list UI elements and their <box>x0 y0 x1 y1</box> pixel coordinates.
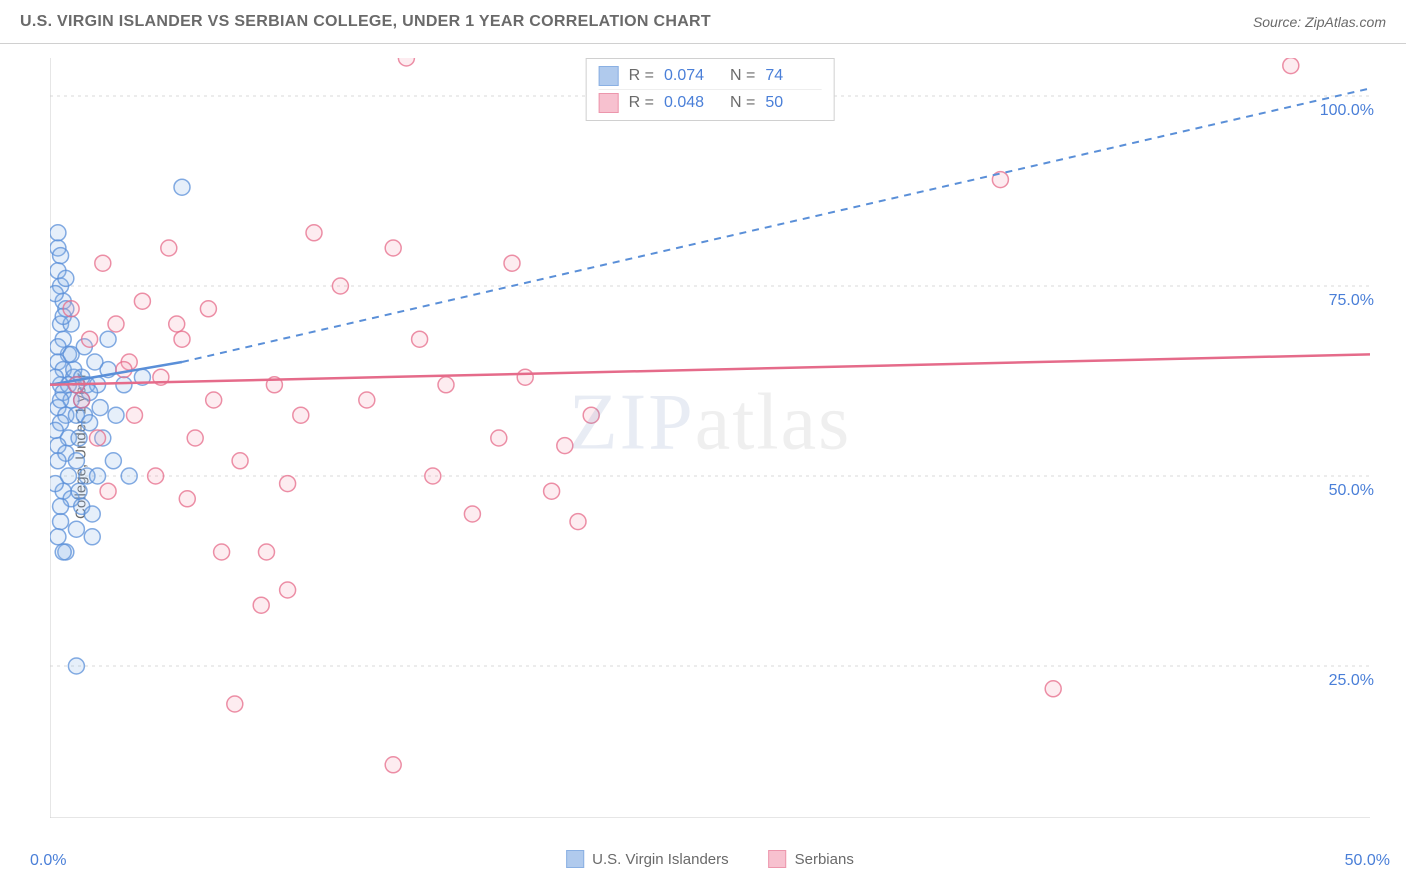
n-label: N = <box>730 67 755 85</box>
x-axis-min-label: 0.0% <box>30 852 66 870</box>
stat-row-series-1: R = 0.048 N = 50 <box>599 89 822 116</box>
n-value-1: 50 <box>765 94 821 112</box>
legend-swatch-0 <box>566 850 584 868</box>
legend-label-1: Serbians <box>795 851 854 868</box>
statistics-legend: R = 0.074 N = 74 R = 0.048 N = 50 <box>586 58 835 121</box>
chart-title: U.S. VIRGIN ISLANDER VS SERBIAN COLLEGE,… <box>20 13 711 31</box>
source-attribution: Source: ZipAtlas.com <box>1253 14 1386 30</box>
n-value-0: 74 <box>765 67 821 85</box>
scatter-plot-svg <box>50 58 1370 818</box>
y-grid-label: 100.0% <box>1320 102 1374 120</box>
stat-row-series-0: R = 0.074 N = 74 <box>599 63 822 89</box>
swatch-series-1 <box>599 93 619 113</box>
r-value-1: 0.048 <box>664 94 720 112</box>
y-grid-label: 75.0% <box>1329 292 1374 310</box>
plot-area: ZIPatlas R = 0.074 N = 74 R = 0.048 N = … <box>50 58 1370 818</box>
header-bar: U.S. VIRGIN ISLANDER VS SERBIAN COLLEGE,… <box>0 0 1406 44</box>
legend-item-1: Serbians <box>769 850 854 868</box>
r-label: R = <box>629 94 654 112</box>
x-axis-max-label: 50.0% <box>1345 852 1390 870</box>
series-legend: U.S. Virgin Islanders Serbians <box>566 850 854 868</box>
swatch-series-0 <box>599 66 619 86</box>
r-value-0: 0.074 <box>664 67 720 85</box>
legend-label-0: U.S. Virgin Islanders <box>592 851 728 868</box>
y-grid-label: 50.0% <box>1329 482 1374 500</box>
legend-swatch-1 <box>769 850 787 868</box>
y-grid-label: 25.0% <box>1329 672 1374 690</box>
r-label: R = <box>629 67 654 85</box>
legend-item-0: U.S. Virgin Islanders <box>566 850 728 868</box>
x-axis-footer: 0.0% 50.0% U.S. Virgin Islanders Serbian… <box>50 830 1370 880</box>
n-label: N = <box>730 94 755 112</box>
